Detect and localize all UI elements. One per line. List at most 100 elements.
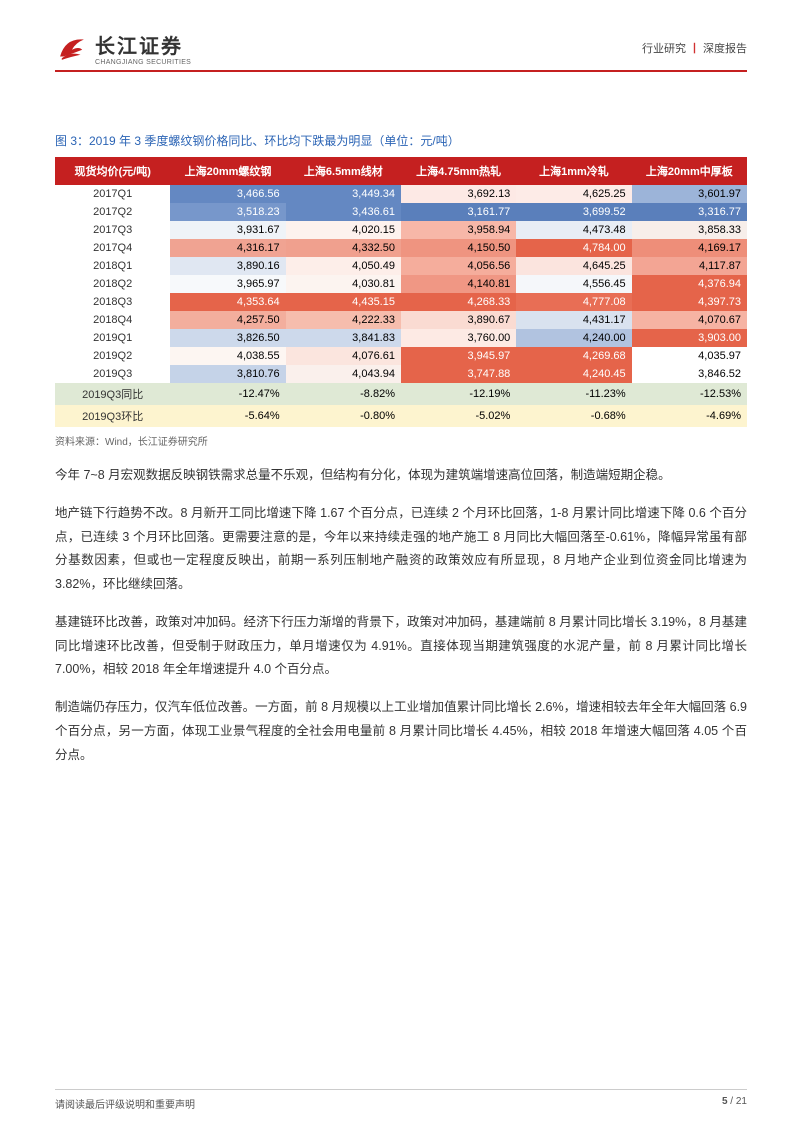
table-row: 2017Q23,518.233,436.613,161.773,699.523,…	[55, 203, 747, 221]
table-header: 现货均价(元/吨)	[55, 157, 170, 185]
table-cell: 4,556.45	[516, 275, 631, 293]
table-cell: 4,043.94	[286, 365, 401, 383]
table-cell: -5.64%	[170, 405, 285, 427]
table-cell: -12.19%	[401, 383, 516, 405]
row-label: 2019Q3同比	[55, 383, 170, 405]
table-row: 2017Q33,931.674,020.153,958.944,473.483,…	[55, 221, 747, 239]
table-cell: 4,376.94	[632, 275, 747, 293]
table-cell: 3,890.16	[170, 257, 285, 275]
logo: 长江证券 CHANGJIANG SECURITIES	[55, 30, 191, 66]
row-label: 2018Q2	[55, 275, 170, 293]
table-cell: 4,784.00	[516, 239, 631, 257]
row-label: 2019Q1	[55, 329, 170, 347]
row-label: 2017Q1	[55, 185, 170, 203]
price-table: 现货均价(元/吨)上海20mm螺纹钢上海6.5mm线材上海4.75mm热轧上海1…	[55, 157, 747, 427]
page-sep: /	[728, 1096, 736, 1107]
header-cat-left: 行业研究	[642, 43, 686, 55]
table-cell: 4,050.49	[286, 257, 401, 275]
table-cell: 4,435.15	[286, 293, 401, 311]
header-cat-right: 深度报告	[703, 43, 747, 55]
table-cell: 4,257.50	[170, 311, 285, 329]
table-cell: -0.80%	[286, 405, 401, 427]
table-cell: 4,038.55	[170, 347, 285, 365]
table-row: 2019Q3环比-5.64%-0.80%-5.02%-0.68%-4.69%	[55, 405, 747, 427]
logo-mark-icon	[55, 31, 89, 65]
row-label: 2018Q3	[55, 293, 170, 311]
table-cell: -11.23%	[516, 383, 631, 405]
logo-name: 长江证券	[95, 30, 191, 59]
table-cell: -5.02%	[401, 405, 516, 427]
table-cell: 4,316.17	[170, 239, 285, 257]
row-label: 2018Q1	[55, 257, 170, 275]
page-footer: 请阅读最后评级说明和重要声明 5 / 21	[55, 1089, 747, 1111]
table-cell: 4,268.33	[401, 293, 516, 311]
table-cell: 3,466.56	[170, 185, 285, 203]
table-cell: 4,240.45	[516, 365, 631, 383]
table-cell: 4,070.67	[632, 311, 747, 329]
paragraph: 地产链下行趋势不改。8 月新开工同比增速下降 1.67 个百分点，已连续 2 个…	[55, 502, 747, 597]
table-header: 上海1mm冷轧	[516, 157, 631, 185]
table-row: 2019Q24,038.554,076.613,945.974,269.684,…	[55, 347, 747, 365]
figure-source: 资料来源：Wind，长江证券研究所	[55, 433, 747, 448]
table-cell: 4,353.64	[170, 293, 285, 311]
paragraph: 基建链环比改善，政策对冲加码。经济下行压力渐增的背景下，政策对冲加码，基建端前 …	[55, 611, 747, 682]
table-cell: 4,473.48	[516, 221, 631, 239]
table-cell: 3,161.77	[401, 203, 516, 221]
table-cell: 4,169.17	[632, 239, 747, 257]
logo-subtitle: CHANGJIANG SECURITIES	[95, 59, 191, 66]
table-cell: -12.53%	[632, 383, 747, 405]
table-header: 上海20mm螺纹钢	[170, 157, 285, 185]
header-rule	[55, 70, 747, 72]
table-row: 2017Q44,316.174,332.504,150.504,784.004,…	[55, 239, 747, 257]
table-cell: 4,076.61	[286, 347, 401, 365]
table-cell: 4,117.87	[632, 257, 747, 275]
body-text: 今年 7~8 月宏观数据反映钢铁需求总量不乐观，但结构有分化，体现为建筑端增速高…	[55, 464, 747, 767]
table-cell: 3,449.34	[286, 185, 401, 203]
table-cell: 3,903.00	[632, 329, 747, 347]
table-cell: 4,035.97	[632, 347, 747, 365]
table-cell: 4,777.08	[516, 293, 631, 311]
table-cell: 4,030.81	[286, 275, 401, 293]
table-cell: 4,269.68	[516, 347, 631, 365]
table-cell: 3,826.50	[170, 329, 285, 347]
table-cell: -0.68%	[516, 405, 631, 427]
table-row: 2018Q34,353.644,435.154,268.334,777.084,…	[55, 293, 747, 311]
table-cell: 3,747.88	[401, 365, 516, 383]
table-cell: 3,316.77	[632, 203, 747, 221]
table-cell: 3,965.97	[170, 275, 285, 293]
table-cell: 4,150.50	[401, 239, 516, 257]
row-label: 2019Q3	[55, 365, 170, 383]
table-cell: 4,332.50	[286, 239, 401, 257]
row-label: 2017Q3	[55, 221, 170, 239]
table-cell: 4,222.33	[286, 311, 401, 329]
table-cell: 4,397.73	[632, 293, 747, 311]
table-cell: 3,692.13	[401, 185, 516, 203]
table-header: 上海4.75mm热轧	[401, 157, 516, 185]
table-cell: 4,625.25	[516, 185, 631, 203]
table-cell: 3,518.23	[170, 203, 285, 221]
table-cell: 3,810.76	[170, 365, 285, 383]
table-header: 上海6.5mm线材	[286, 157, 401, 185]
row-label: 2017Q4	[55, 239, 170, 257]
footer-disclaimer: 请阅读最后评级说明和重要声明	[55, 1096, 195, 1111]
table-cell: 3,945.97	[401, 347, 516, 365]
table-cell: 4,056.56	[401, 257, 516, 275]
table-cell: 3,436.61	[286, 203, 401, 221]
table-header: 上海20mm中厚板	[632, 157, 747, 185]
table-cell: 3,858.33	[632, 221, 747, 239]
table-row: 2018Q13,890.164,050.494,056.564,645.254,…	[55, 257, 747, 275]
row-label: 2019Q2	[55, 347, 170, 365]
table-row: 2018Q44,257.504,222.333,890.674,431.174,…	[55, 311, 747, 329]
table-cell: -4.69%	[632, 405, 747, 427]
table-cell: 3,846.52	[632, 365, 747, 383]
page-total: 21	[736, 1096, 747, 1107]
table-cell: 4,240.00	[516, 329, 631, 347]
paragraph: 今年 7~8 月宏观数据反映钢铁需求总量不乐观，但结构有分化，体现为建筑端增速高…	[55, 464, 747, 488]
header-category: 行业研究丨深度报告	[642, 40, 747, 56]
table-cell: 3,760.00	[401, 329, 516, 347]
table-cell: 4,645.25	[516, 257, 631, 275]
table-cell: 3,841.83	[286, 329, 401, 347]
table-cell: -8.82%	[286, 383, 401, 405]
header-cat-sep: 丨	[689, 43, 700, 55]
table-row: 2019Q33,810.764,043.943,747.884,240.453,…	[55, 365, 747, 383]
